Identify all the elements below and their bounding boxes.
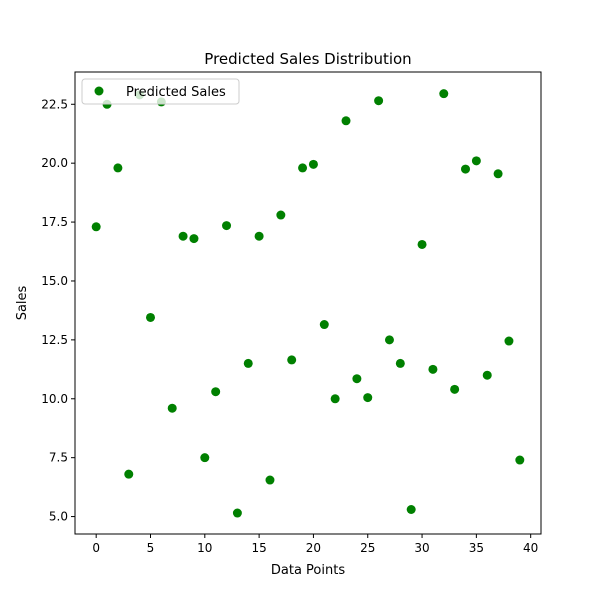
data-point	[243, 358, 253, 368]
data-point	[482, 370, 492, 380]
data-point	[504, 336, 514, 346]
data-point	[276, 210, 286, 220]
data-point	[211, 387, 221, 397]
data-point	[287, 355, 297, 365]
data-point	[189, 234, 199, 244]
legend-box	[81, 78, 240, 105]
data-point	[471, 156, 481, 166]
x-axis-label: Data Points	[271, 563, 345, 578]
x-tick-label: 40	[523, 541, 538, 555]
y-tick-label: 12.5	[41, 333, 68, 347]
data-point	[493, 169, 503, 179]
data-point	[319, 320, 329, 330]
x-tick-label: 25	[360, 541, 375, 555]
x-tick-label: 35	[469, 541, 484, 555]
y-tick-label: 15.0	[41, 274, 68, 288]
data-point	[178, 231, 188, 241]
data-point	[428, 364, 438, 374]
data-point	[145, 312, 155, 322]
x-tick-label: 20	[306, 541, 321, 555]
y-tick-label: 7.5	[49, 451, 68, 465]
data-point	[515, 455, 525, 465]
data-point	[265, 475, 275, 485]
legend-marker	[94, 86, 104, 96]
data-point	[330, 394, 340, 404]
y-tick-label: 22.5	[41, 97, 68, 111]
chart-title: Predicted Sales Distribution	[204, 50, 411, 68]
data-point	[254, 231, 264, 241]
data-point	[222, 221, 232, 231]
data-point	[91, 222, 101, 232]
data-point	[232, 508, 242, 518]
legend: Predicted Sales	[81, 78, 240, 105]
legend-label: Predicted Sales	[126, 85, 226, 100]
plot-area-frame	[74, 71, 542, 535]
y-tick-label: 17.5	[41, 215, 68, 229]
data-point	[352, 374, 362, 384]
data-point	[450, 384, 460, 394]
data-point	[439, 89, 449, 99]
data-point	[124, 469, 134, 479]
x-tick-label: 10	[197, 541, 212, 555]
data-point	[395, 358, 405, 368]
data-point	[167, 403, 177, 413]
data-point	[374, 96, 384, 106]
data-point	[363, 393, 373, 403]
data-point	[341, 116, 351, 126]
y-axis-label: Sales	[15, 285, 30, 320]
x-tick-label: 15	[251, 541, 266, 555]
data-point	[417, 239, 427, 249]
data-point	[461, 164, 471, 174]
data-point	[384, 335, 394, 345]
data-point	[298, 163, 308, 173]
data-point	[113, 163, 123, 173]
data-point	[200, 453, 210, 463]
y-tick-label: 20.0	[41, 156, 68, 170]
x-tick-label: 5	[147, 541, 155, 555]
data-point	[406, 504, 416, 514]
x-tick-label: 30	[414, 541, 429, 555]
x-tick-label: 0	[92, 541, 100, 555]
y-tick-label: 10.0	[41, 392, 68, 406]
y-tick-label: 5.0	[49, 510, 68, 524]
data-point	[308, 159, 318, 169]
